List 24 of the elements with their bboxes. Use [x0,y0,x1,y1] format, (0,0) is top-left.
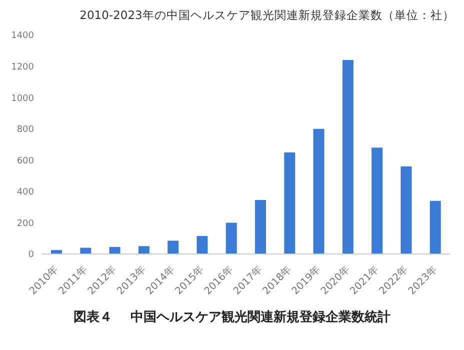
bar [313,128,324,254]
bar [430,200,441,254]
chart-title: 2010-2023年の中国ヘルスケア観光関連新規登録企業数（単位：社） [78,8,456,23]
bar [255,200,266,254]
y-tick-label: 1200 [11,62,34,72]
y-tick-label: 200 [16,218,34,229]
bar [51,250,62,254]
bar [80,248,92,254]
y-tick-label: 400 [16,188,34,198]
text: 図表４ 中国ヘルスケア観光関連新規登録企業数統計 [72,308,392,326]
y-tick-label: 1400 [11,31,34,42]
bar [109,246,120,254]
bar [138,246,150,254]
bar [342,60,354,254]
bar [284,152,296,254]
y-tick-label: 800 [16,125,34,136]
bar [400,166,412,254]
bar [226,222,237,254]
y-tick-label: 600 [16,156,34,166]
bar [196,236,208,254]
y-tick-label: 0 [28,250,34,260]
bar [168,240,179,254]
y-tick-label: 1000 [11,94,34,104]
bar [372,148,383,254]
